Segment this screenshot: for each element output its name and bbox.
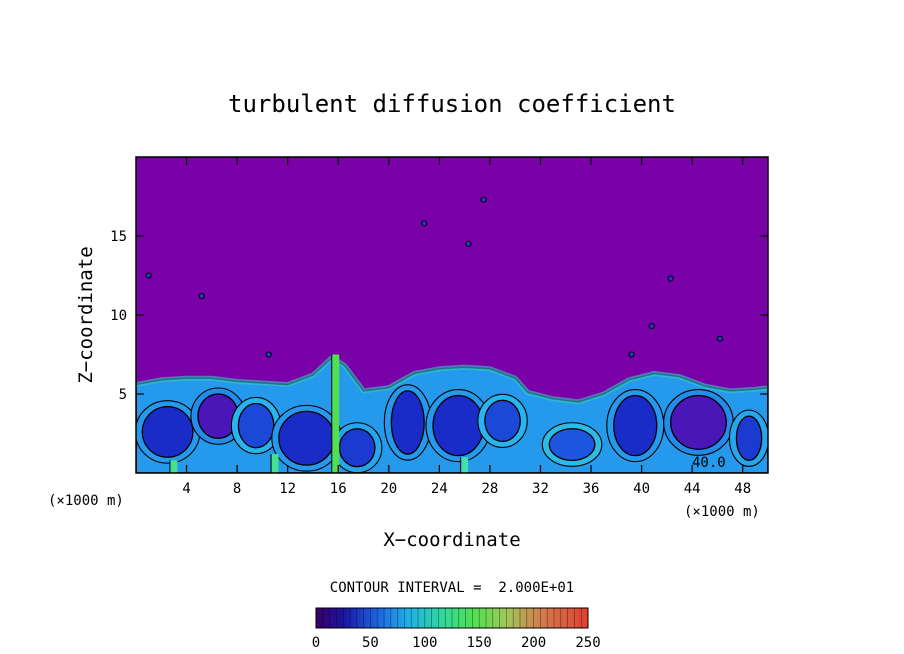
colorbar-ticks: 0 50 100 150 200 250 xyxy=(312,635,601,651)
x-tick-label: 4 xyxy=(182,481,190,497)
turbulence-blob xyxy=(145,272,152,279)
x-axis-ticks: 4 8 12 16 20 24 28 32 36 40 44 48 xyxy=(182,157,751,497)
y-tick-label: 5 xyxy=(119,387,127,403)
eddy-cell xyxy=(432,394,485,457)
turbulent-layer-edge xyxy=(136,354,768,405)
chart-title: turbulent diffusion coefficient xyxy=(228,90,676,118)
y-axis-label: Z−coordinate xyxy=(75,246,97,383)
y-tick-label: 15 xyxy=(110,229,127,245)
eddy-cell xyxy=(548,428,596,462)
colorbar-tick-label: 50 xyxy=(362,635,379,651)
colorbar-tick-label: 200 xyxy=(521,635,546,651)
eddy-cell xyxy=(237,402,275,449)
x-tick-label: 40 xyxy=(633,481,650,497)
contour-value-label: 40.0 xyxy=(692,455,726,471)
eddy-cell xyxy=(278,410,336,466)
x-tick-label: 32 xyxy=(532,481,549,497)
eddy-cell xyxy=(613,394,658,457)
turbulence-blob xyxy=(480,196,487,203)
eddy-cell xyxy=(338,428,376,468)
eddy-cell xyxy=(484,399,521,443)
contour-interval-note: CONTOUR INTERVAL = 2.000E+01 xyxy=(330,580,574,596)
x-unit-right: (×1000 m) xyxy=(684,504,760,520)
eddy-cell xyxy=(141,405,194,458)
x-axis-label: X−coordinate xyxy=(383,529,520,551)
turbulence-blob xyxy=(628,351,635,358)
x-tick-label: 44 xyxy=(684,481,701,497)
turbulence-blob xyxy=(716,335,724,342)
x-tick-label: 12 xyxy=(279,481,296,497)
eddy-cell xyxy=(670,394,727,450)
turbulence-blob xyxy=(667,275,674,282)
colorbar-tick-label: 0 xyxy=(312,635,320,651)
x-tick-label: 20 xyxy=(380,481,397,497)
colorbar-tick-label: 250 xyxy=(575,635,600,651)
y-axis-ticks: 5 10 15 xyxy=(110,229,768,403)
eddy-cell xyxy=(735,415,763,462)
x-tick-label: 28 xyxy=(481,481,498,497)
turbulence-blob xyxy=(198,292,205,300)
x-tick-label: 24 xyxy=(431,481,448,497)
colorbar-tick-label: 100 xyxy=(412,635,437,651)
x-tick-label: 8 xyxy=(233,481,241,497)
turbulence-blob xyxy=(648,322,655,330)
colorbar-frame xyxy=(315,607,589,629)
x-tick-label: 36 xyxy=(583,481,600,497)
y-tick-label: 10 xyxy=(110,308,127,324)
colorbar-tick-label: 150 xyxy=(467,635,492,651)
turbulence-blob xyxy=(265,351,272,358)
x-tick-label: 16 xyxy=(330,481,347,497)
colorbar: 0 50 100 150 200 250 xyxy=(312,607,601,651)
eddy-cell xyxy=(390,390,425,455)
x-unit-left: (×1000 m) xyxy=(48,493,124,509)
turbulence-blob xyxy=(465,240,472,247)
turbulence-blob xyxy=(421,220,428,227)
x-tick-label: 48 xyxy=(734,481,751,497)
